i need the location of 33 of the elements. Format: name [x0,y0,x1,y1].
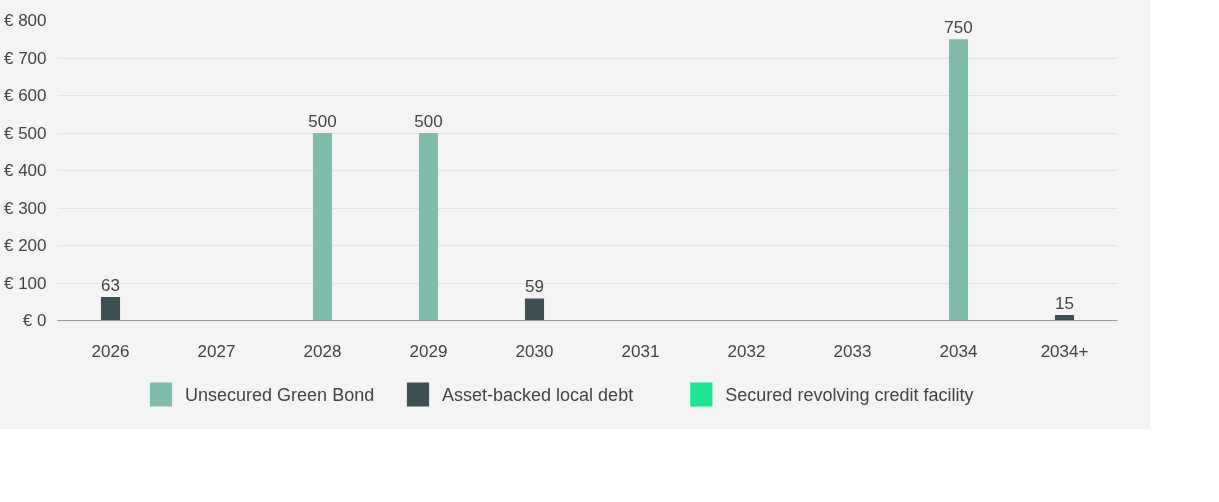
x-tick-label: 2033 [833,341,872,361]
bar [948,39,969,321]
x-tick-label: 2028 [303,341,342,361]
legend-label: Asset-backed local debt [442,384,634,405]
legend-label: Secured revolving credit facility [725,384,974,405]
x-tick-label: 2034 [939,341,978,361]
bar [100,296,121,321]
data-label: 15 [1055,293,1074,313]
bar [524,298,545,321]
x-tick-label: 2034+ [1040,341,1089,361]
y-tick-label: € 500 [3,123,47,143]
bar [312,133,333,321]
y-tick-label: € 600 [3,86,47,105]
x-tick-label: 2031 [621,341,660,361]
x-tick-label: 2026 [91,341,130,361]
y-tick-label: € 800 [3,11,47,30]
data-label: 63 [101,275,120,295]
data-label: 750 [944,18,973,38]
x-tick-label: 2029 [409,341,448,361]
x-tick-label: 2030 [515,341,554,361]
y-tick-label: € 700 [3,48,47,68]
data-label: 59 [525,277,544,297]
y-tick-label: € 300 [3,198,47,218]
x-tick-label: 2027 [197,341,236,361]
data-label: 500 [308,112,337,131]
bar [418,133,439,321]
y-tick-label: € 0 [22,311,47,330]
x-tick-label: 2032 [727,341,766,361]
y-tick-label: € 100 [3,273,47,293]
data-label: 500 [414,112,443,131]
y-tick-label: € 200 [3,236,47,255]
y-tick-label: € 400 [3,161,47,180]
legend-label: Unsecured Green Bond [185,384,375,405]
